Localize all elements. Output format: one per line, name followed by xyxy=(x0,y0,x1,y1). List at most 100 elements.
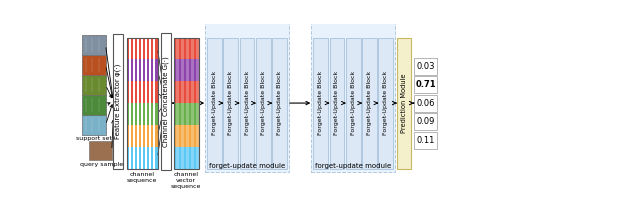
Bar xyxy=(196,38,198,59)
Text: 0.11: 0.11 xyxy=(417,135,435,145)
Bar xyxy=(149,59,151,81)
Bar xyxy=(239,38,254,168)
Bar xyxy=(223,38,238,168)
Bar xyxy=(137,125,139,147)
Bar xyxy=(129,147,131,168)
Text: Channel Concatenate G(·): Channel Concatenate G(·) xyxy=(163,56,169,147)
Bar xyxy=(129,81,131,103)
Bar xyxy=(414,95,437,111)
Text: Forget-Update Block: Forget-Update Block xyxy=(335,71,339,135)
Bar xyxy=(127,125,157,147)
Bar xyxy=(145,125,147,147)
Bar xyxy=(186,59,189,81)
Bar xyxy=(141,81,143,103)
Bar xyxy=(141,125,143,147)
Bar xyxy=(141,125,143,147)
Bar xyxy=(129,147,131,168)
Bar xyxy=(145,125,147,147)
Bar xyxy=(137,103,139,125)
Bar xyxy=(330,38,344,168)
Bar xyxy=(191,38,194,59)
Bar xyxy=(141,147,143,168)
Bar xyxy=(127,38,157,168)
Bar xyxy=(132,81,135,103)
Bar xyxy=(174,38,198,59)
Bar xyxy=(154,81,156,103)
Bar xyxy=(129,103,131,125)
Bar xyxy=(154,103,156,125)
Bar xyxy=(132,103,135,125)
Text: Forget-Update Block: Forget-Update Block xyxy=(212,71,217,135)
Bar xyxy=(196,147,198,168)
Text: Prediction Module: Prediction Module xyxy=(401,73,407,133)
Bar xyxy=(129,59,131,81)
Bar xyxy=(83,95,106,115)
Bar xyxy=(154,59,156,81)
Bar xyxy=(132,125,135,147)
Text: 0.06: 0.06 xyxy=(417,99,435,108)
Bar xyxy=(81,34,106,135)
Text: Forget-Update Block: Forget-Update Block xyxy=(244,71,250,135)
Text: Forget-Update Block: Forget-Update Block xyxy=(277,71,282,135)
Bar xyxy=(186,147,189,168)
Bar xyxy=(149,103,151,125)
Bar xyxy=(83,115,106,135)
Bar xyxy=(181,147,184,168)
Text: channel
vector
sequence: channel vector sequence xyxy=(171,172,202,189)
Bar xyxy=(129,38,131,59)
Bar xyxy=(186,81,189,103)
Bar xyxy=(145,103,147,125)
Bar xyxy=(141,38,143,59)
Bar xyxy=(176,103,179,125)
Bar xyxy=(141,103,143,125)
Bar xyxy=(191,125,194,147)
Bar xyxy=(174,59,198,81)
Text: Forget-Update Block: Forget-Update Block xyxy=(318,71,323,135)
Bar xyxy=(145,38,147,59)
Bar xyxy=(132,59,135,81)
Bar xyxy=(154,103,156,125)
Bar xyxy=(149,147,151,168)
Text: 0.09: 0.09 xyxy=(417,117,435,126)
Bar xyxy=(176,147,179,168)
Text: 0.03: 0.03 xyxy=(417,62,435,71)
Text: Forget-Update Block: Forget-Update Block xyxy=(367,71,372,135)
Bar xyxy=(191,147,194,168)
Bar xyxy=(137,59,139,81)
Bar xyxy=(141,59,143,81)
Bar xyxy=(132,147,135,168)
Bar xyxy=(176,38,179,59)
Bar xyxy=(137,38,139,59)
Bar xyxy=(127,81,157,103)
Bar xyxy=(141,81,143,103)
Bar xyxy=(397,38,411,168)
Bar xyxy=(149,38,151,59)
Bar xyxy=(154,81,156,103)
Bar xyxy=(137,125,139,147)
Bar xyxy=(149,125,151,147)
Text: channel
sequence: channel sequence xyxy=(127,172,157,183)
Bar xyxy=(174,81,198,103)
Text: Forget-Update Block: Forget-Update Block xyxy=(260,71,266,135)
Bar xyxy=(205,23,289,172)
Bar xyxy=(132,125,135,147)
Bar xyxy=(207,38,222,168)
Bar xyxy=(141,59,143,81)
Bar xyxy=(414,58,437,75)
Bar xyxy=(176,125,179,147)
Bar xyxy=(129,103,131,125)
Bar xyxy=(191,59,194,81)
Text: Forget-Update Block: Forget-Update Block xyxy=(351,71,356,135)
Bar xyxy=(191,103,194,125)
Bar xyxy=(137,59,139,81)
Bar xyxy=(145,59,147,81)
Bar xyxy=(196,81,198,103)
Bar xyxy=(145,147,147,168)
Bar xyxy=(132,59,135,81)
Bar xyxy=(149,81,151,103)
Bar xyxy=(196,59,198,81)
Bar xyxy=(127,59,157,81)
Bar xyxy=(137,38,139,59)
Bar xyxy=(196,125,198,147)
Text: forget-update module: forget-update module xyxy=(209,163,285,168)
